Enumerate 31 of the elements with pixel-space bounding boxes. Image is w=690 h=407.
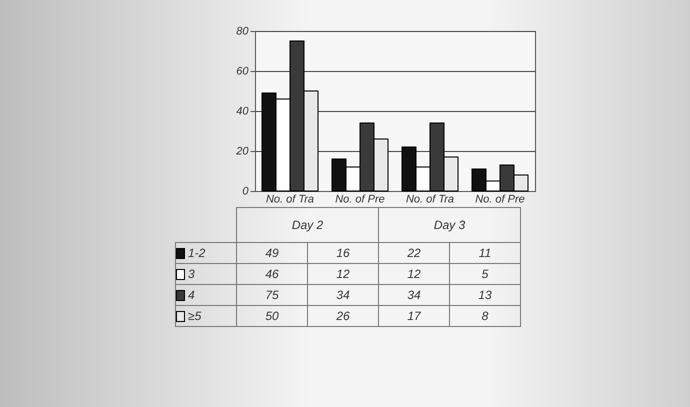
data-label: 12 bbox=[308, 264, 378, 284]
data-label: 16 bbox=[308, 242, 378, 264]
data-label: 34 bbox=[308, 284, 378, 306]
legend-label: 1-2 bbox=[188, 246, 206, 260]
data-label: 50 bbox=[236, 306, 308, 326]
data-label: 13 bbox=[450, 284, 520, 306]
x-tick-label: No. of Tra bbox=[266, 194, 314, 206]
data-label: 8 bbox=[450, 306, 520, 326]
data-label: 12 bbox=[378, 264, 450, 284]
y-tick-label: 80 bbox=[236, 26, 250, 38]
legend-label: 4 bbox=[188, 288, 195, 302]
x-tick-label: No. of Tra bbox=[406, 194, 454, 206]
data-label: 75 bbox=[236, 284, 308, 306]
y-tick-label: 60 bbox=[236, 66, 250, 78]
x-tick-label: No. of Pre bbox=[335, 194, 385, 206]
y-tick-label: 40 bbox=[236, 106, 250, 118]
y-tick-label: 0 bbox=[242, 186, 250, 198]
data-label: 34 bbox=[378, 284, 450, 306]
x-tick-label: No. of Pre bbox=[475, 194, 525, 206]
text: Day 2 bbox=[236, 208, 378, 242]
legend-label: 3 bbox=[188, 267, 195, 281]
data-label: 17 bbox=[378, 306, 450, 326]
data-label: 11 bbox=[450, 242, 520, 264]
data-label: 46 bbox=[236, 264, 308, 284]
data-label: 26 bbox=[308, 306, 378, 326]
data-label: 22 bbox=[378, 242, 450, 264]
data-label: 49 bbox=[236, 242, 308, 264]
text: Day 3 bbox=[378, 208, 520, 242]
legend-label: ≥5 bbox=[188, 309, 202, 323]
y-tick-label: 20 bbox=[235, 146, 250, 158]
data-label: 5 bbox=[450, 264, 520, 284]
